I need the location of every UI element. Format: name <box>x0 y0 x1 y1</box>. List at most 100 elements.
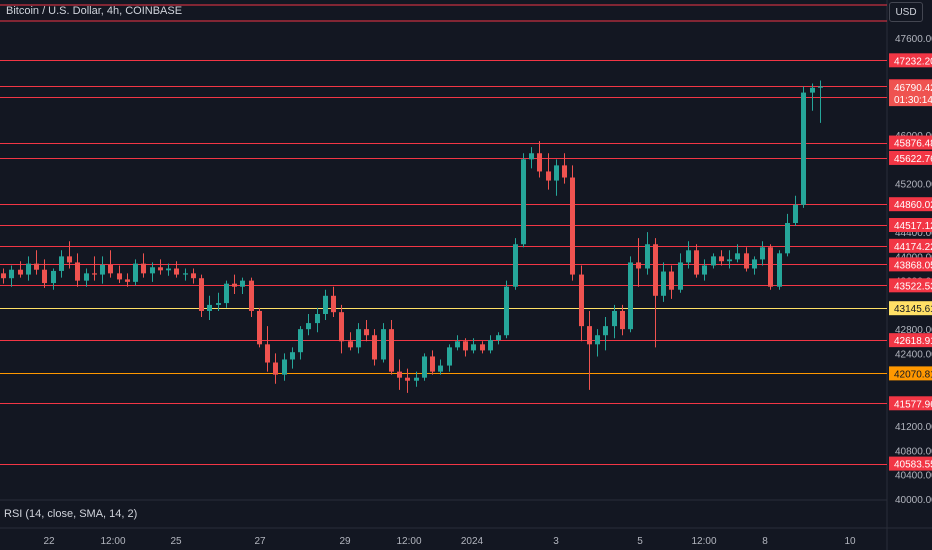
candle <box>768 244 773 290</box>
candle-body <box>488 340 493 351</box>
candle <box>405 368 410 393</box>
candle <box>364 320 369 342</box>
candle-body <box>669 271 674 290</box>
candle-body <box>554 165 559 181</box>
candle <box>191 268 196 284</box>
candle <box>744 247 749 272</box>
level-price-badge <box>889 218 932 233</box>
candle-body <box>686 250 691 263</box>
candle <box>587 310 592 390</box>
candle-body <box>620 310 625 330</box>
candle <box>100 256 105 284</box>
level-price-label: 43145.61 <box>894 304 932 315</box>
candle-body <box>810 87 815 93</box>
candle-body <box>339 312 344 342</box>
level-price-label: 42618.91 <box>894 336 932 347</box>
candle-body <box>249 280 254 311</box>
candle-body <box>298 329 303 353</box>
candle <box>653 238 658 348</box>
candle-body <box>636 262 641 269</box>
candle-body <box>364 329 369 336</box>
current-price-label: 46790.42 <box>894 83 932 94</box>
candle-body <box>661 271 666 296</box>
candle <box>760 241 765 266</box>
time-tick-label: 3 <box>553 536 559 547</box>
candle <box>513 238 518 290</box>
candle-body <box>480 344 485 351</box>
candle <box>18 261 23 278</box>
candle <box>84 268 89 287</box>
candle <box>595 329 600 357</box>
candle-body <box>18 269 23 275</box>
price-tick-label: 44400.00 <box>895 228 932 239</box>
candle <box>537 141 542 178</box>
candle <box>793 195 798 227</box>
time-tick-label: 22 <box>43 536 55 547</box>
level-price-badge <box>889 135 932 150</box>
candle-body <box>430 356 435 372</box>
candle-body <box>818 86 823 88</box>
candle-body <box>513 244 518 287</box>
candle-body <box>702 265 707 275</box>
candle <box>447 344 452 372</box>
candle <box>282 353 287 381</box>
time-tick-label: 8 <box>762 536 768 547</box>
candle-body <box>793 204 798 224</box>
candle-body <box>504 286 509 336</box>
level-price-label: 47232.20 <box>894 56 932 67</box>
candle-body <box>579 274 584 327</box>
candle-body <box>92 273 97 275</box>
candle <box>117 265 122 284</box>
candle <box>141 253 146 278</box>
candle-body <box>752 259 757 269</box>
candle <box>67 241 72 269</box>
candle <box>331 286 336 318</box>
level-price-label: 44860.02 <box>894 200 932 211</box>
candle <box>818 80 823 123</box>
time-tick-label: 29 <box>339 536 351 547</box>
candle-body <box>117 273 122 280</box>
candle <box>603 317 608 351</box>
candle <box>59 250 64 278</box>
level-price-badge <box>889 301 932 316</box>
candle <box>645 232 650 275</box>
candle <box>711 253 716 269</box>
candle <box>438 359 443 375</box>
candle <box>240 277 245 294</box>
price-tick-label: 42800.00 <box>895 325 932 336</box>
candle-body <box>455 341 460 348</box>
candle-body <box>529 153 534 160</box>
candle-body <box>356 329 361 348</box>
level-price-label: 45876.48 <box>894 139 932 150</box>
candle <box>125 273 130 287</box>
level-price-badge <box>889 278 932 293</box>
candle-body <box>216 303 221 305</box>
candle-body <box>463 341 468 351</box>
candle-body <box>34 263 39 270</box>
candle <box>702 259 707 281</box>
candle-body <box>471 344 476 351</box>
candle <box>51 268 56 290</box>
level-price-label: 40583.55 <box>894 460 932 471</box>
candle-body <box>397 371 402 378</box>
candle-body <box>496 335 501 341</box>
rsi-indicator-label[interactable]: RSI (14, close, SMA, 14, 2) <box>4 508 138 520</box>
candle <box>678 253 683 293</box>
candle-body <box>777 253 782 287</box>
candle-body <box>719 256 724 262</box>
currency-button[interactable]: USD <box>889 2 923 22</box>
candle <box>579 265 584 342</box>
candle <box>257 307 262 348</box>
candle <box>174 261 179 278</box>
candle-body <box>521 159 526 245</box>
candle <box>290 347 295 369</box>
candle <box>323 289 328 321</box>
candle <box>777 250 782 290</box>
candle-body <box>587 326 592 345</box>
time-tick-label: 10 <box>844 536 856 547</box>
level-price-label: 43868.05 <box>894 260 932 271</box>
candle <box>315 307 320 333</box>
candle-body <box>273 362 278 375</box>
candle <box>158 259 163 275</box>
